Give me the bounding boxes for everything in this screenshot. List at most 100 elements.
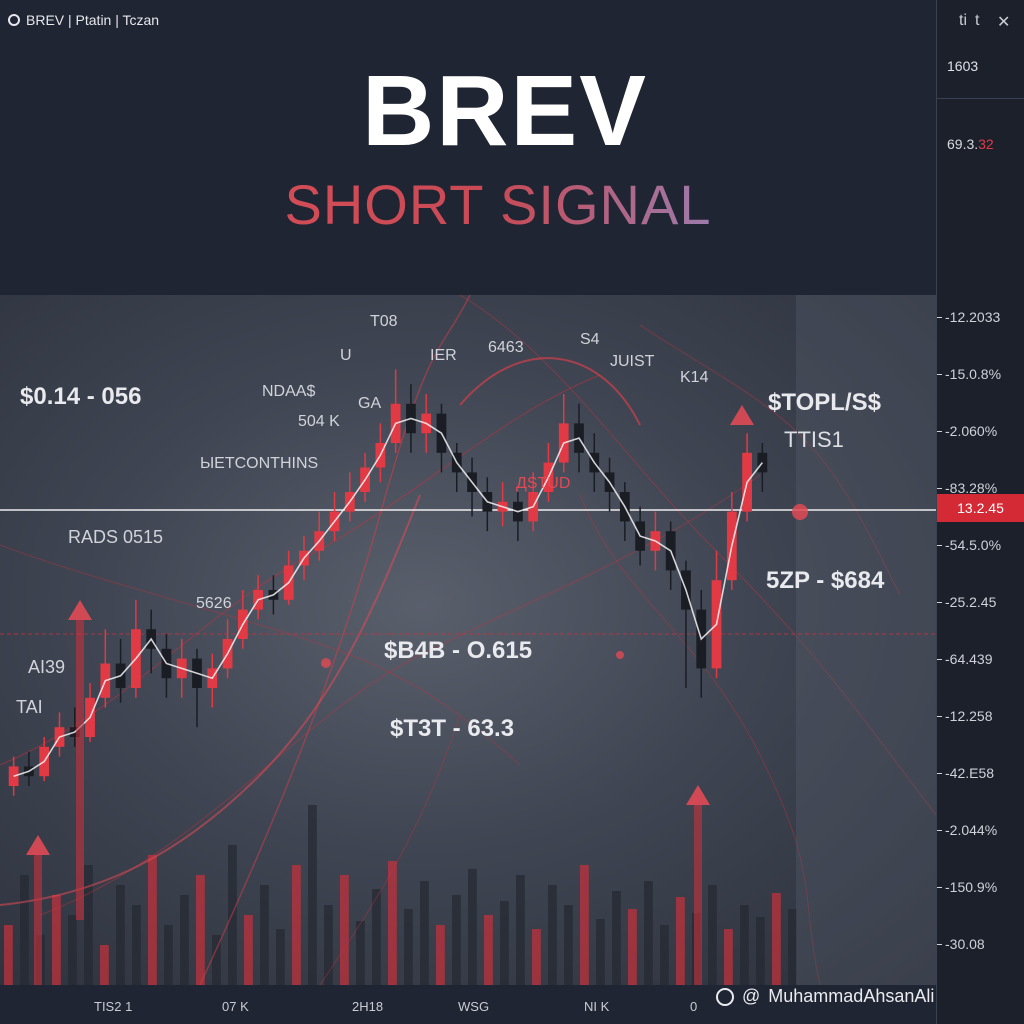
breadcrumb[interactable]: BREV | Ptatin | Tczan xyxy=(8,12,159,28)
volume-bar xyxy=(484,915,493,985)
up-arrow-shaft xyxy=(694,805,702,985)
volume-bar xyxy=(724,929,733,985)
current-price-badge: 13.2.45 xyxy=(937,494,1024,522)
volume-bar xyxy=(132,905,141,985)
volume-bar xyxy=(244,915,253,985)
price-axis[interactable]: -12.2033 -15.0.8% -2.060% -83.28% -54.5.0% -2… xyxy=(936,295,1024,995)
juist-label: JUIST xyxy=(610,353,655,370)
volume-bar xyxy=(292,865,301,985)
chart-area[interactable]: $0.14 - 056 $TOPL/S$ TTIS1 5ZP - $684 $B… xyxy=(0,295,936,985)
volume-bar xyxy=(628,909,637,985)
time-tick: WSG xyxy=(458,999,490,1014)
volume-layer xyxy=(4,805,797,985)
watermark-logo-icon xyxy=(716,987,734,1006)
price-tick: -83.28% xyxy=(936,480,998,496)
volume-bar xyxy=(260,885,269,985)
chart-settings-icon[interactable]: ti xyxy=(959,12,967,29)
volume-bar xyxy=(84,865,93,985)
up-arrow-icon xyxy=(730,405,754,425)
volume-bar xyxy=(452,895,461,985)
red-overlay-label: ДSTUD xyxy=(516,475,571,492)
left-range-label: $0.14 - 056 xyxy=(20,383,142,410)
logo-icon xyxy=(8,14,20,26)
header-panel: BREV | Ptatin | Tczan BREV SHORT SIGNAL xyxy=(0,0,936,295)
tai-label: TAI xyxy=(16,697,43,717)
volume-bar xyxy=(612,891,621,985)
up-arrow-icon xyxy=(68,600,92,620)
page-title: BREV xyxy=(362,55,648,167)
price-tick: -54.5.0% xyxy=(936,537,1002,553)
volume-bar xyxy=(196,875,205,985)
signal-dot xyxy=(792,504,808,520)
volume-bar xyxy=(740,905,749,985)
price-tick: -64.439 xyxy=(936,651,993,667)
volume-bar xyxy=(20,875,29,985)
volume-bar xyxy=(148,855,157,985)
volume-bar xyxy=(404,909,413,985)
s04k-label: 504 K xyxy=(298,413,340,430)
chart-settings-icon-2[interactable]: t xyxy=(975,12,980,29)
up-arrow-shaft xyxy=(34,855,42,985)
volume-bar xyxy=(276,929,285,985)
chart-canvas[interactable] xyxy=(0,295,936,985)
volume-bar xyxy=(356,921,365,985)
ier-label: IER xyxy=(430,347,457,364)
ticker-change-suffix: 32 xyxy=(978,136,994,152)
volume-bar xyxy=(308,805,317,985)
volume-bar xyxy=(596,919,605,985)
volume-bar xyxy=(324,905,333,985)
watermark: @ MuhammadAhsanAli xyxy=(716,986,934,1007)
volume-bar xyxy=(708,885,717,985)
t108-label: T08 xyxy=(370,313,398,330)
network-line xyxy=(0,544,521,766)
network-line xyxy=(0,374,601,766)
network-line xyxy=(579,494,821,985)
price-tick: -2.044% xyxy=(936,822,998,838)
time-tick: TIS2 1 xyxy=(94,999,133,1014)
watermark-author: MuhammadAhsanAli xyxy=(768,986,935,1006)
s4-label: S4 xyxy=(580,331,600,348)
ticker-change: 69.3.32 xyxy=(947,136,994,152)
moving-average-line xyxy=(13,417,763,777)
ga-label: GA xyxy=(358,395,382,412)
breadcrumb-text: BREV | Ptatin | Tczan xyxy=(26,12,160,28)
volume-bar xyxy=(164,925,173,985)
network-line xyxy=(0,494,421,906)
rads-label: RADS 0515 xyxy=(68,527,164,547)
ticker-change-prefix: 69.3. xyxy=(947,136,979,152)
low-label: $T3T - 63.3 xyxy=(390,715,515,742)
network-lines xyxy=(0,295,936,985)
watermark-symbol: @ xyxy=(742,986,761,1006)
price-tick: -12.2033 xyxy=(936,309,1001,325)
close-icon[interactable]: ✕ xyxy=(997,14,1011,31)
time-tick: 0 xyxy=(690,999,698,1014)
time-tick: NI K xyxy=(584,999,610,1014)
network-line xyxy=(39,474,761,916)
volume-bar xyxy=(68,915,77,985)
up-arrow-icon xyxy=(26,835,50,855)
ndaas-label: NDAA$ xyxy=(262,383,316,400)
volume-bar xyxy=(644,881,653,985)
ticker-value: 1603 xyxy=(947,58,979,74)
volume-bar xyxy=(340,875,349,985)
metconth-label: ЫETCONTHINS xyxy=(200,455,319,472)
volume-bar xyxy=(564,905,573,985)
signal-dot xyxy=(321,658,331,668)
ai39-label: AI39 xyxy=(28,657,66,677)
volume-bar xyxy=(660,925,669,985)
price-tick: -15.0.8% xyxy=(936,366,1002,382)
price-tick: -2.060% xyxy=(936,423,998,439)
volume-bar xyxy=(756,917,765,985)
time-axis[interactable]: TIS2 1 07 K 2H18 WSG NI K 0 xyxy=(0,985,936,1024)
volume-bar xyxy=(180,895,189,985)
volume-bar xyxy=(212,935,221,985)
volume-bar xyxy=(100,945,109,985)
mid-label: $B4B - O.615 xyxy=(384,637,533,664)
volume-bar xyxy=(468,869,477,985)
candle-layer xyxy=(8,369,768,796)
candle-body xyxy=(8,766,19,786)
stop-sub-label: TTIS1 xyxy=(784,427,844,452)
volume-bar xyxy=(516,875,525,985)
volume-bar xyxy=(52,895,61,985)
signal-arrows xyxy=(26,405,808,985)
